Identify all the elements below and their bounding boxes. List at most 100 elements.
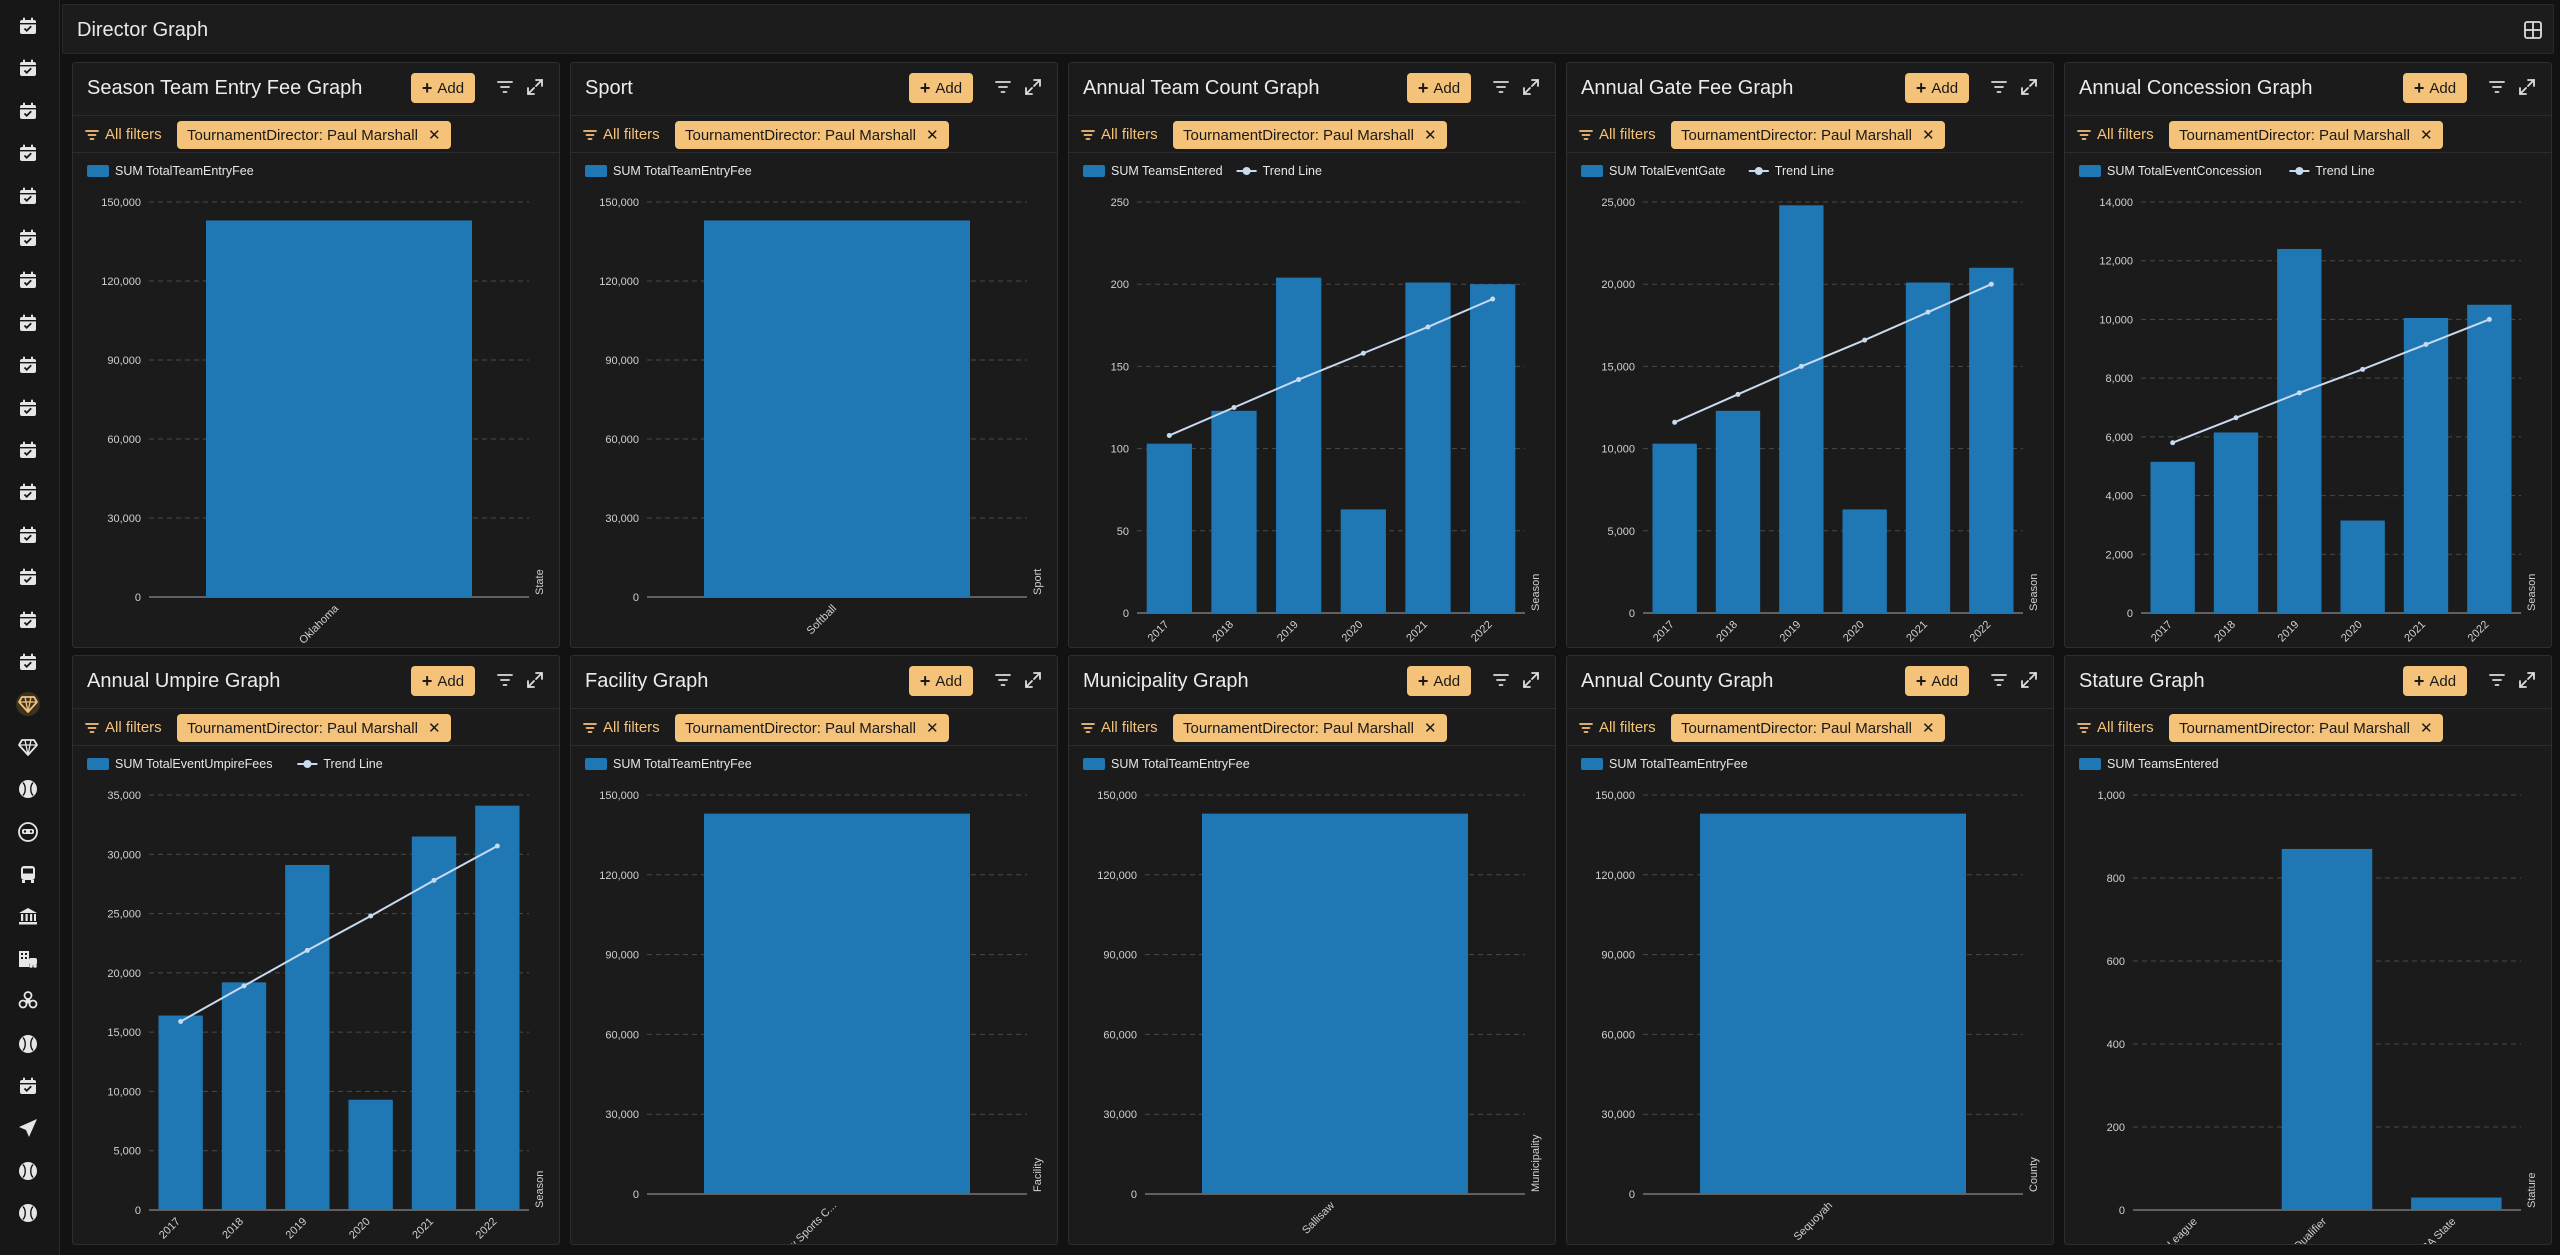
send-icon[interactable] — [16, 1116, 40, 1140]
trend-point[interactable] — [2233, 415, 2239, 421]
bar[interactable] — [1779, 205, 1824, 613]
filter-lines-icon[interactable] — [995, 673, 1011, 692]
bar[interactable] — [2403, 317, 2449, 613]
bar[interactable] — [411, 836, 457, 1211]
all-filters-button[interactable]: All filters — [583, 126, 660, 143]
trend-point[interactable] — [2486, 316, 2492, 322]
trend-point[interactable] — [1360, 350, 1366, 356]
bar[interactable] — [2467, 304, 2512, 613]
trend-point[interactable] — [1988, 281, 1994, 287]
add-button[interactable]: + Add — [1905, 73, 1969, 103]
filter-chip[interactable]: TournamentDirector: Paul Marshall ✕ — [2169, 121, 2443, 149]
all-filters-button[interactable]: All filters — [583, 719, 660, 736]
calendar-icon[interactable] — [16, 565, 40, 589]
filter-lines-icon[interactable] — [2489, 80, 2505, 99]
filter-lines-icon[interactable] — [1493, 673, 1509, 692]
filter-lines-icon[interactable] — [497, 673, 513, 692]
filter-lines-icon[interactable] — [1991, 673, 2007, 692]
bar[interactable] — [1340, 509, 1386, 613]
filter-chip[interactable]: TournamentDirector: Paul Marshall ✕ — [1173, 714, 1447, 742]
all-filters-button[interactable]: All filters — [85, 719, 162, 736]
add-button[interactable]: + Add — [1905, 666, 1969, 696]
bar[interactable] — [1715, 410, 1761, 613]
bar[interactable] — [2213, 432, 2259, 613]
trend-point[interactable] — [2170, 440, 2176, 446]
bar[interactable] — [1211, 410, 1257, 613]
trend-point[interactable] — [178, 1018, 184, 1024]
all-filters-button[interactable]: All filters — [1579, 126, 1656, 143]
bar[interactable] — [1405, 282, 1451, 613]
add-button[interactable]: + Add — [1407, 73, 1471, 103]
layout-grid-icon[interactable] — [2523, 20, 2543, 45]
trend-point[interactable] — [494, 843, 500, 849]
close-icon[interactable]: ✕ — [925, 720, 939, 737]
bar[interactable] — [221, 982, 267, 1210]
all-filters-button[interactable]: All filters — [85, 126, 162, 143]
close-icon[interactable]: ✕ — [2419, 127, 2433, 144]
all-filters-button[interactable]: All filters — [2077, 126, 2154, 143]
gem-icon[interactable] — [16, 735, 40, 759]
close-icon[interactable]: ✕ — [427, 127, 441, 144]
bar[interactable] — [2411, 1197, 2502, 1210]
all-filters-button[interactable]: All filters — [1081, 126, 1158, 143]
bank-icon[interactable] — [16, 904, 40, 928]
calendar-icon[interactable] — [16, 268, 40, 292]
filter-chip[interactable]: TournamentDirector: Paul Marshall ✕ — [177, 714, 451, 742]
gem-icon[interactable] — [16, 692, 40, 717]
close-icon[interactable]: ✕ — [1921, 127, 1935, 144]
add-button[interactable]: + Add — [909, 73, 973, 103]
filter-lines-icon[interactable] — [1493, 80, 1509, 99]
calendar-icon[interactable] — [16, 523, 40, 547]
filter-chip[interactable]: TournamentDirector: Paul Marshall ✕ — [675, 121, 949, 149]
calendar-icon[interactable] — [16, 650, 40, 674]
calendar-icon[interactable] — [16, 480, 40, 504]
baseball-icon[interactable] — [16, 777, 40, 801]
bar[interactable] — [285, 864, 330, 1210]
bus-icon[interactable] — [16, 862, 40, 886]
calendar-icon[interactable] — [16, 14, 40, 38]
bar[interactable] — [475, 805, 520, 1210]
trend-point[interactable] — [2360, 366, 2366, 372]
expand-icon[interactable] — [525, 670, 545, 695]
trend-point[interactable] — [368, 913, 374, 919]
filter-chip[interactable]: TournamentDirector: Paul Marshall ✕ — [675, 714, 949, 742]
expand-icon[interactable] — [2517, 77, 2537, 102]
add-button[interactable]: + Add — [909, 666, 973, 696]
bar[interactable] — [348, 1099, 393, 1210]
calendar-icon[interactable] — [16, 1074, 40, 1098]
trend-point[interactable] — [1798, 363, 1804, 369]
calendar-icon[interactable] — [16, 184, 40, 208]
add-button[interactable]: + Add — [2403, 666, 2467, 696]
close-icon[interactable]: ✕ — [1423, 720, 1437, 737]
bar[interactable] — [704, 220, 970, 597]
trend-point[interactable] — [1296, 377, 1302, 383]
calendar-icon[interactable] — [16, 353, 40, 377]
close-icon[interactable]: ✕ — [2419, 720, 2433, 737]
filter-lines-icon[interactable] — [1991, 80, 2007, 99]
close-icon[interactable]: ✕ — [925, 127, 939, 144]
trend-point[interactable] — [2296, 390, 2302, 396]
add-button[interactable]: + Add — [2403, 73, 2467, 103]
add-button[interactable]: + Add — [411, 73, 475, 103]
building-icon[interactable] — [16, 947, 40, 971]
baseball-icon[interactable] — [16, 1159, 40, 1183]
bar[interactable] — [1202, 813, 1468, 1194]
filter-chip[interactable]: TournamentDirector: Paul Marshall ✕ — [1671, 121, 1945, 149]
calendar-icon[interactable] — [16, 226, 40, 250]
filter-chip[interactable]: TournamentDirector: Paul Marshall ✕ — [1173, 121, 1447, 149]
close-icon[interactable]: ✕ — [1423, 127, 1437, 144]
trend-point[interactable] — [1166, 432, 1172, 438]
expand-icon[interactable] — [525, 77, 545, 102]
bar[interactable] — [1969, 267, 2014, 613]
bar[interactable] — [206, 220, 472, 597]
calendar-icon[interactable] — [16, 56, 40, 80]
trend-point[interactable] — [1862, 337, 1868, 343]
bar[interactable] — [1470, 284, 1516, 613]
bar[interactable] — [1652, 443, 1697, 613]
expand-icon[interactable] — [1023, 670, 1043, 695]
close-icon[interactable]: ✕ — [1921, 720, 1935, 737]
baseball-icon[interactable] — [16, 1201, 40, 1225]
trend-point[interactable] — [241, 983, 247, 989]
trend-point[interactable] — [1231, 405, 1237, 410]
expand-icon[interactable] — [1521, 670, 1541, 695]
